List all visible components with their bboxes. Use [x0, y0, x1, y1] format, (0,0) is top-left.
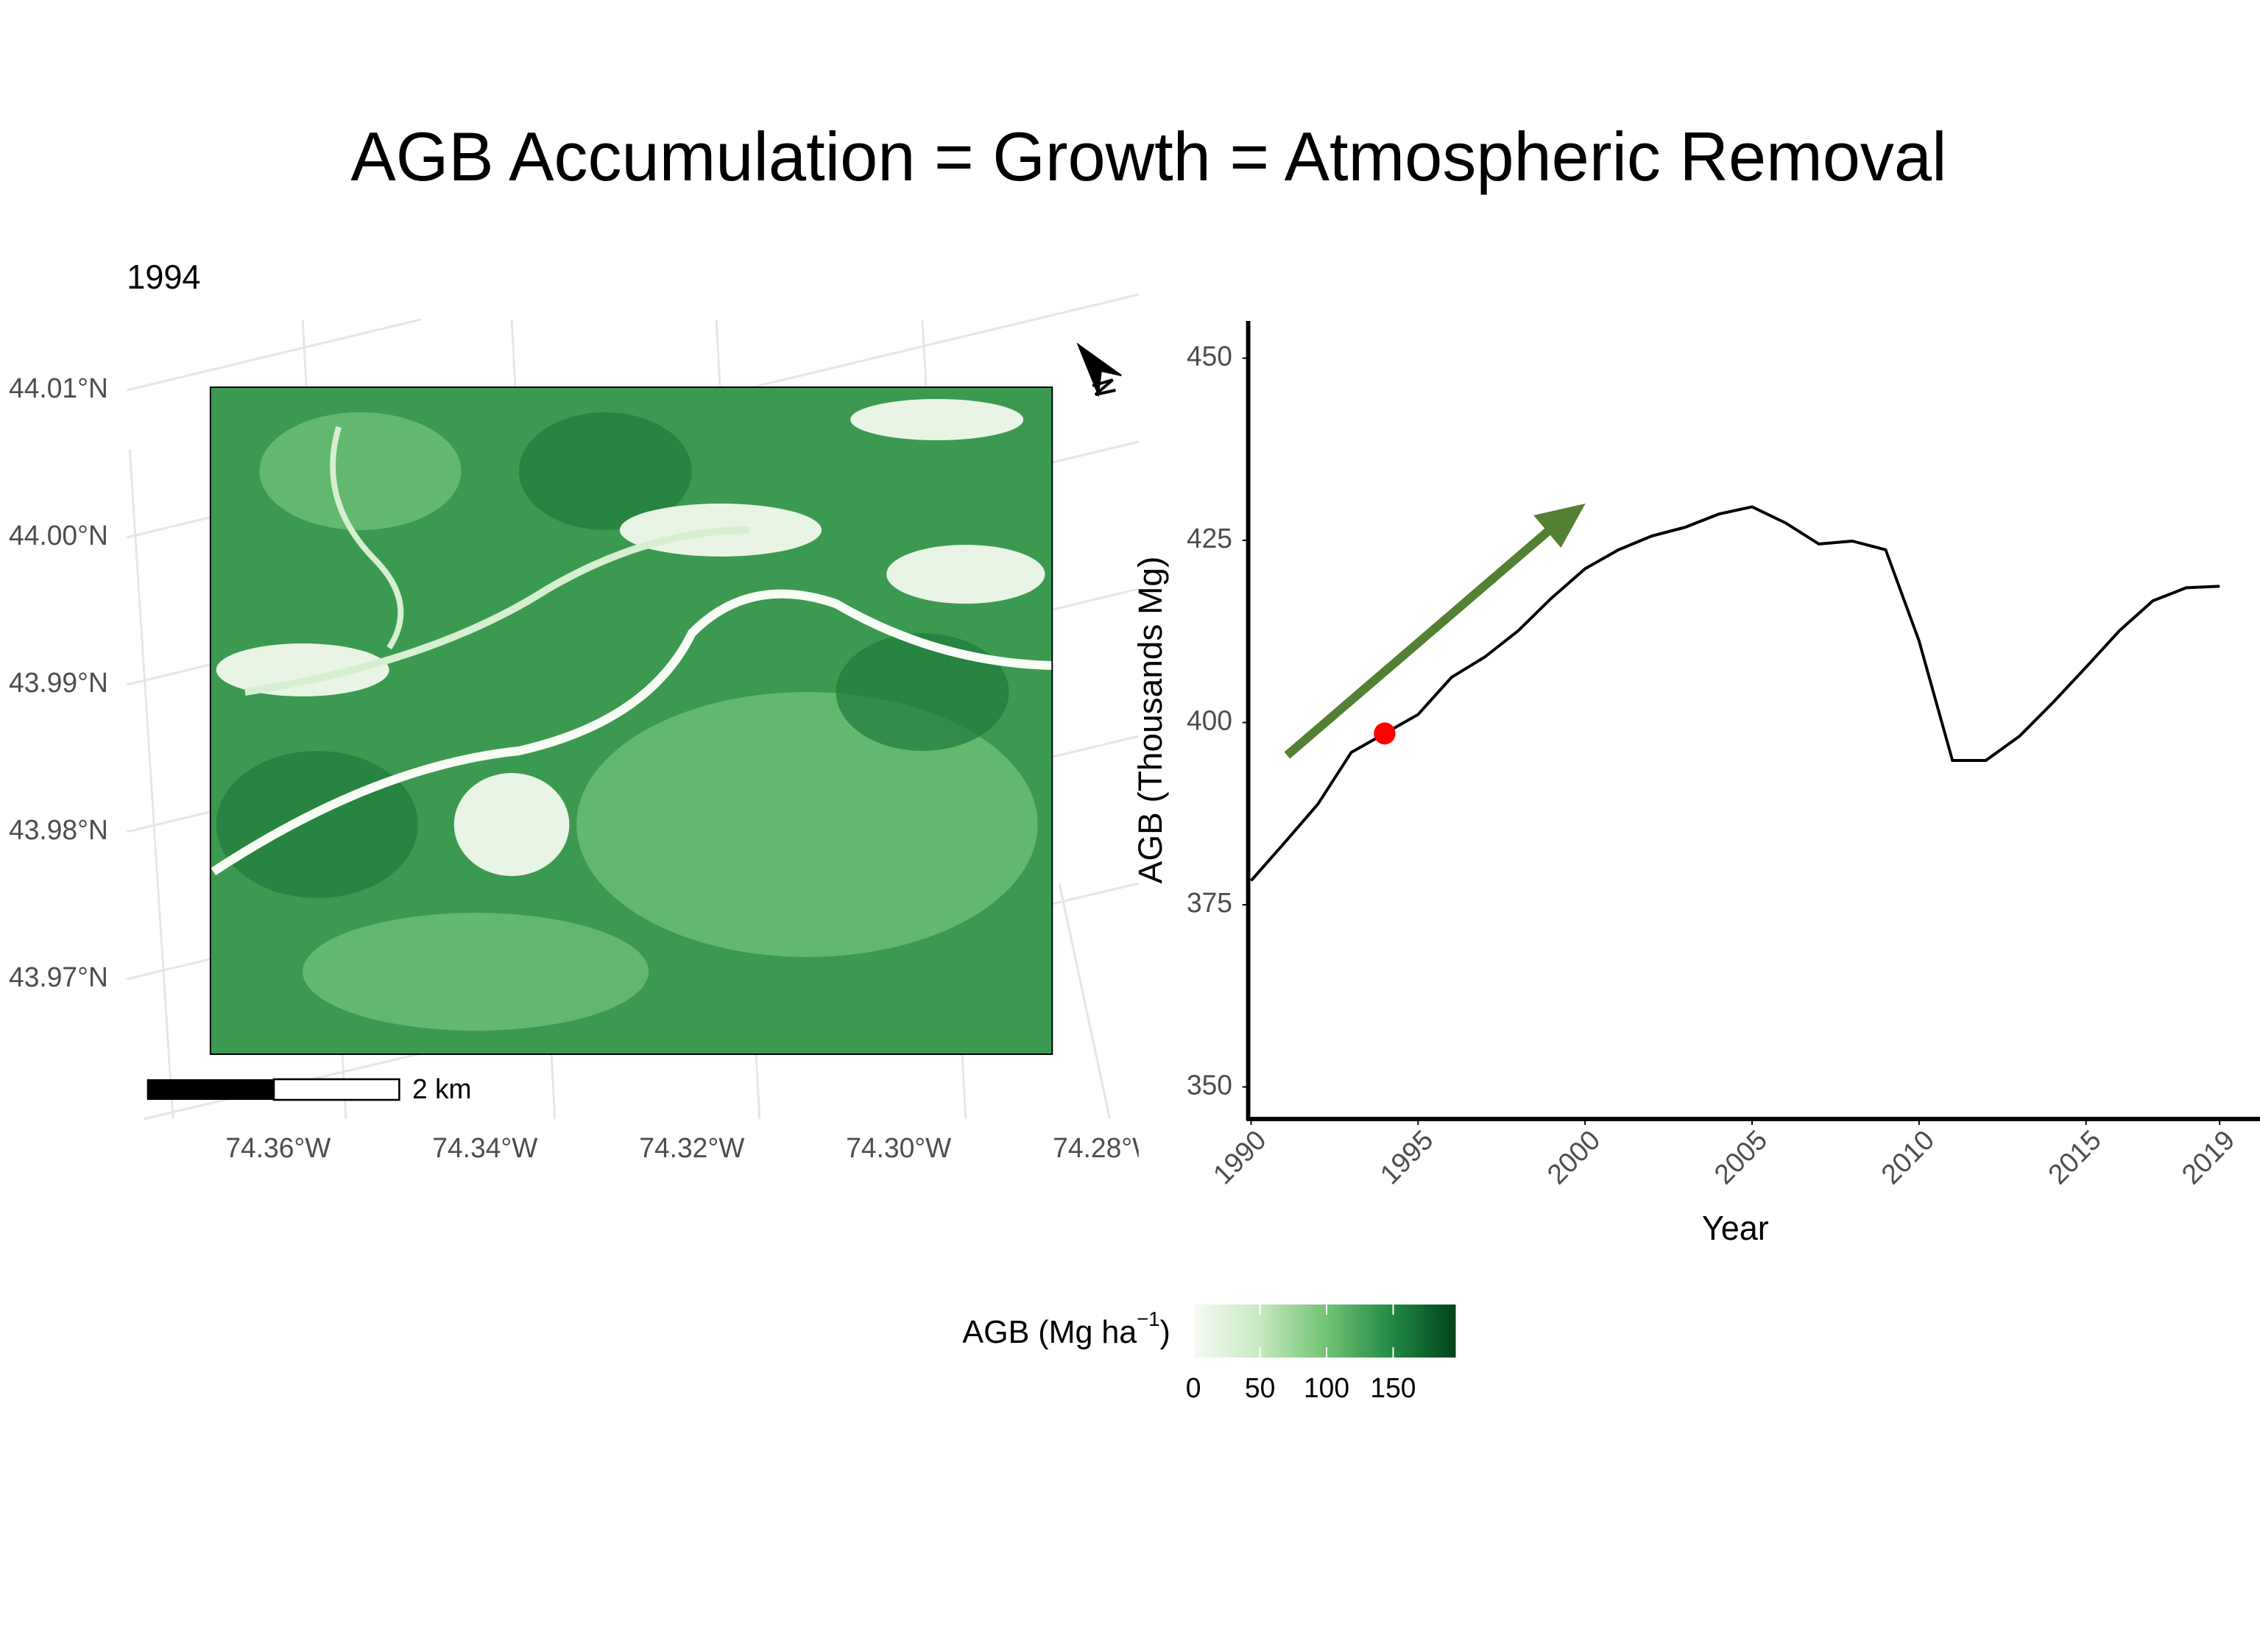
- lon-label: 74.36°W: [225, 1132, 331, 1163]
- x-tick-label: 2005: [1708, 1124, 1773, 1190]
- agb-raster: [209, 386, 1053, 1055]
- map-axis-labels: 44.01°N 44.00°N 43.99°N 43.98°N 43.97°N 74.36…: [9, 373, 1159, 1163]
- x-tick-label: 1990: [1207, 1124, 1272, 1190]
- legend-title: AGB (Mg ha−1): [962, 1307, 1170, 1350]
- legend-tick-label: 150: [1370, 1372, 1416, 1403]
- y-axis-label: AGB (Thousands Mg): [1132, 557, 1169, 884]
- legend-title-text: AGB (Mg ha: [962, 1314, 1137, 1350]
- lat-label: 43.99°N: [9, 667, 108, 698]
- figure-title: AGB Accumulation = Growth = Atmospheric …: [350, 118, 1946, 195]
- lon-label: 74.34°W: [432, 1132, 538, 1163]
- x-tick-label: 2000: [1541, 1124, 1606, 1190]
- x-tick-label: 2015: [2042, 1124, 2107, 1190]
- lon-label: 74.28°W: [1053, 1132, 1159, 1163]
- map-subtitle: 1994: [127, 258, 200, 297]
- y-tick-label: 425: [1187, 523, 1232, 554]
- lat-label: 44.01°N: [9, 373, 108, 403]
- y-tick-label: 450: [1187, 340, 1232, 371]
- legend-tick-label: 50: [1245, 1372, 1275, 1403]
- legend-tick-label: 0: [1186, 1372, 1201, 1403]
- scale-bar: [146, 1078, 400, 1101]
- y-tick-label: 400: [1187, 705, 1232, 735]
- scale-label: 2 km: [412, 1073, 472, 1104]
- y-tick-label: 350: [1187, 1069, 1232, 1100]
- north-arrow: [1076, 342, 1122, 398]
- lon-label: 74.32°W: [639, 1132, 745, 1163]
- line-series: [1250, 505, 2220, 882]
- x-tick-label: 1995: [1374, 1124, 1439, 1190]
- y-tick-label: 375: [1187, 887, 1232, 918]
- x-axis-label: Year: [1702, 1210, 1769, 1248]
- lat-label: 43.97°N: [9, 961, 108, 992]
- lon-label: 74.30°W: [846, 1132, 952, 1163]
- lat-label: 43.98°N: [9, 814, 108, 845]
- legend-tick-label: 100: [1304, 1372, 1349, 1403]
- legend-title-sup: −1: [1137, 1307, 1159, 1330]
- lat-label: 44.00°N: [9, 520, 108, 551]
- highlight-point: [1374, 722, 1396, 745]
- x-tick-label: 2010: [1875, 1124, 1940, 1190]
- legend-title-end: ): [1159, 1314, 1170, 1350]
- x-tick-label: 2019: [2175, 1124, 2240, 1190]
- color-bar: [1193, 1305, 1456, 1358]
- trend-arrow: [1284, 504, 1586, 759]
